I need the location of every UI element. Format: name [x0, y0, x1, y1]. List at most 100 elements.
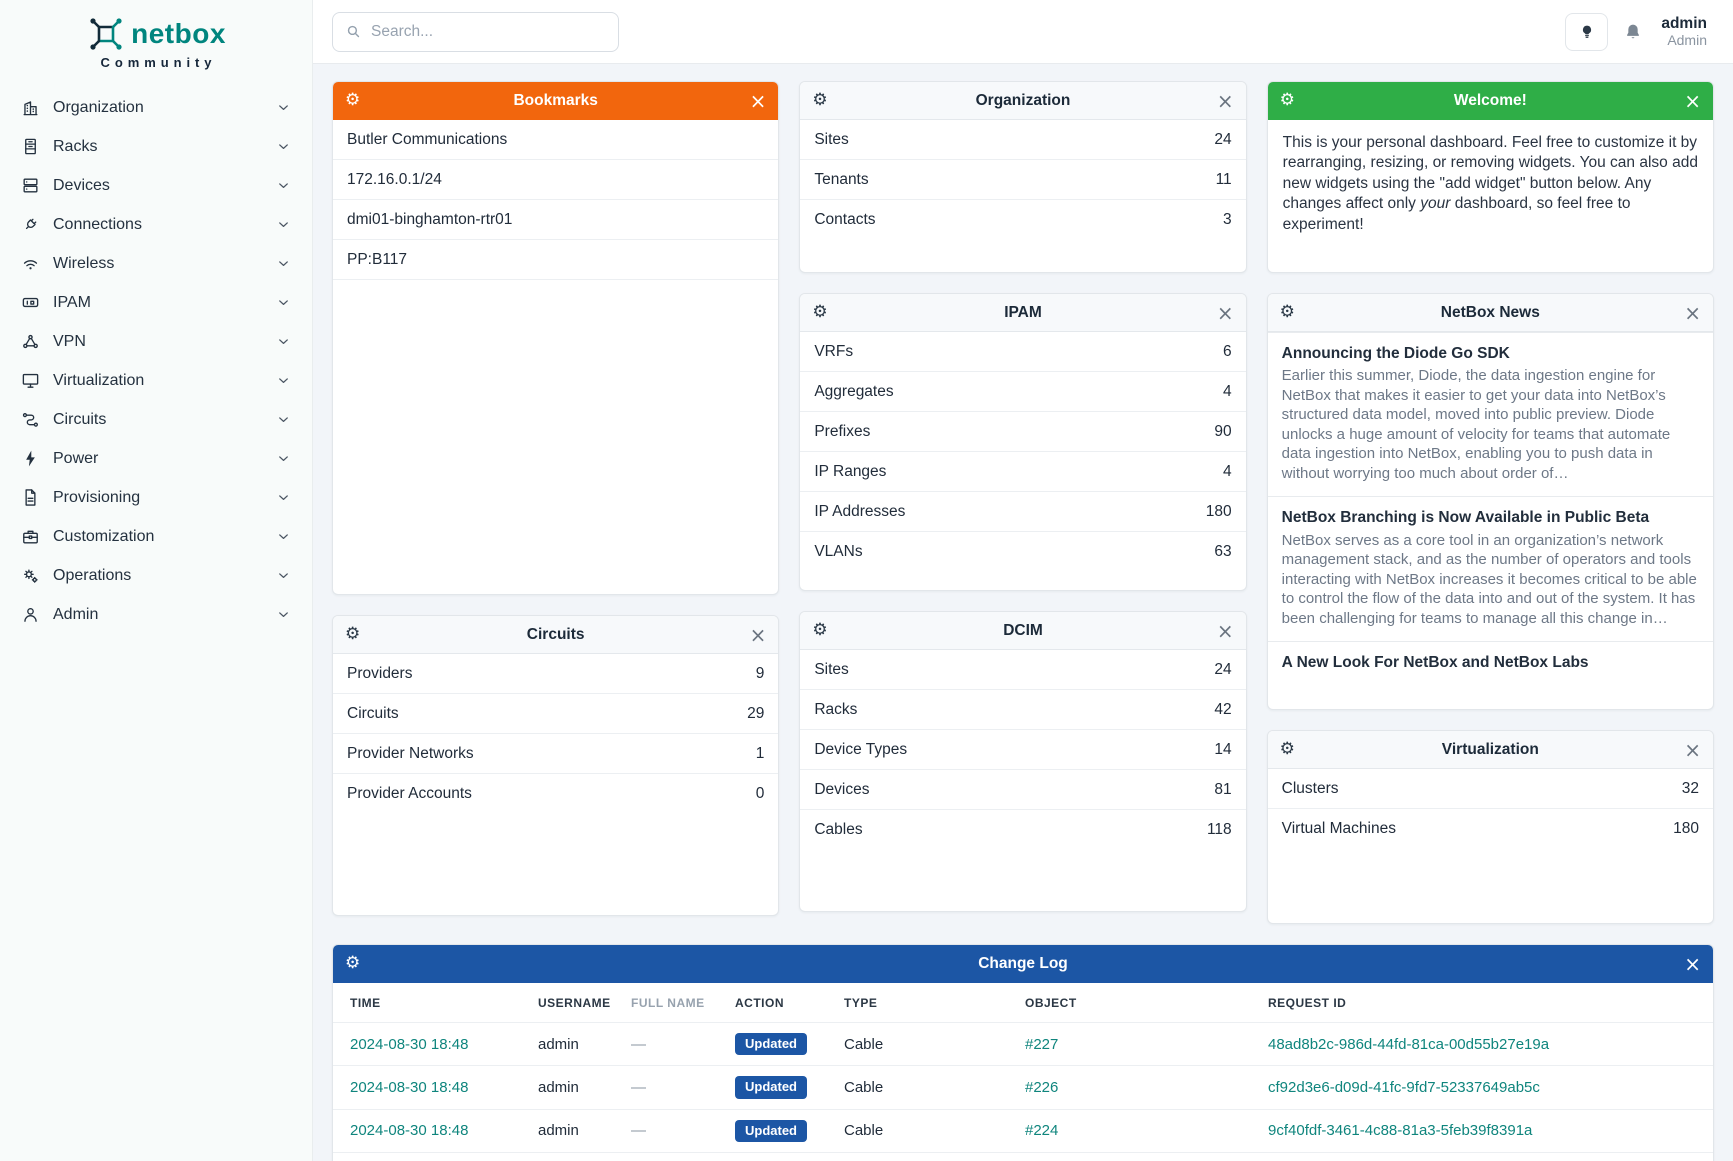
sidebar-item-admin[interactable]: Admin [0, 595, 312, 634]
stat-row[interactable]: VLANs 63 [814, 543, 1232, 560]
notifications-bell-icon[interactable] [1623, 22, 1643, 42]
chevron-down-icon [276, 256, 291, 271]
change-time-link[interactable]: 2024-08-30 18:48 [333, 1108, 521, 1153]
widget-close-icon[interactable]: × [1684, 737, 1701, 762]
widget-settings-gear-icon[interactable]: ⚙ [345, 90, 361, 110]
sidebar-item-ipam[interactable]: IPAM [0, 283, 312, 322]
widget-title: Circuits [526, 625, 585, 643]
sidebar-item-circuits[interactable]: Circuits [0, 400, 312, 439]
wifi-icon [21, 254, 40, 273]
theme-toggle-button[interactable] [1565, 12, 1609, 51]
stat-row[interactable]: Contacts 3 [814, 211, 1232, 228]
chevron-down-icon [276, 412, 291, 427]
chevron-down-icon [276, 490, 291, 505]
stat-row[interactable]: VRFs 6 [800, 332, 1246, 372]
change-time-link[interactable]: 2024-08-30 18:48 [333, 1065, 521, 1110]
brand-logo[interactable]: netbox Community [0, 10, 312, 80]
news-item[interactable]: NetBox Branching is Now Available in Pub… [1267, 496, 1713, 641]
sidebar-item-vpn[interactable]: VPN [0, 322, 312, 361]
widget-ipam-header: ⚙ IPAM × [800, 294, 1246, 332]
widget-close-icon[interactable]: × [1684, 88, 1701, 113]
column-header-type[interactable]: Type [844, 996, 878, 1010]
column-header-action[interactable]: Action [735, 996, 784, 1010]
sidebar-item-wireless[interactable]: Wireless [0, 244, 312, 283]
bookmark-item[interactable]: PP:B117 [333, 240, 779, 280]
widget-close-icon[interactable]: × [749, 622, 767, 647]
widget-close-icon[interactable]: × [1216, 88, 1234, 113]
stat-row[interactable]: Circuits 29 [333, 694, 779, 734]
sidebar-item-label: Customization [53, 527, 155, 545]
stat-row[interactable]: Devices 81 [800, 770, 1246, 810]
stat-row[interactable]: Sites 24 [800, 650, 1246, 690]
change-object-link[interactable]: #226 [1008, 1065, 1251, 1110]
widget-close-icon[interactable]: × [749, 88, 767, 113]
news-item[interactable]: A New Look For NetBox and NetBox Labs [1267, 641, 1713, 685]
widget-close-icon[interactable]: × [1216, 618, 1234, 643]
change-request-id-link[interactable]: 9cf40fdf-3461-4c88-81a3-5feb39f8391a [1251, 1108, 1713, 1153]
change-request-id-link[interactable]: 7a2c4c3c-aac9-47f3-8966-f89391c997c3 [1251, 1151, 1713, 1161]
sidebar-item-power[interactable]: Power [0, 439, 312, 478]
change-full-name: — [614, 1021, 718, 1066]
widget-settings-gear-icon[interactable]: ⚙ [345, 953, 361, 973]
widget-close-icon[interactable]: × [1684, 300, 1701, 325]
stat-row[interactable]: Provider Accounts 0 [347, 785, 765, 802]
plug-icon [21, 215, 40, 234]
change-request-id-link[interactable]: 48ad8b2c-986d-44fd-81ca-00d55b27e19a [1251, 1021, 1713, 1066]
stat-row[interactable]: Provider Networks 1 [333, 734, 779, 774]
column-header-request-id: Request ID [1268, 996, 1347, 1010]
news-item[interactable]: Announcing the Diode Go SDK Earlier this… [1267, 332, 1713, 496]
stat-row[interactable]: Sites 24 [800, 120, 1246, 160]
change-request-id-link[interactable]: cf92d3e6-d09d-41fc-9fd7-52337649ab5c [1251, 1065, 1713, 1110]
column-header-username[interactable]: Username [538, 996, 611, 1010]
widget-settings-gear-icon[interactable]: ⚙ [345, 624, 361, 644]
stat-row[interactable]: Virtual Machines 180 [1281, 820, 1699, 837]
sidebar-item-operations[interactable]: Operations [0, 556, 312, 595]
network-nodes-icon [21, 332, 40, 351]
stat-row[interactable]: Racks 42 [800, 690, 1246, 730]
sidebar-item-provisioning[interactable]: Provisioning [0, 478, 312, 517]
change-username: admin [521, 1021, 614, 1066]
widget-settings-gear-icon[interactable]: ⚙ [812, 620, 828, 640]
action-badge: Updated [735, 1119, 807, 1142]
sidebar-item-devices[interactable]: Devices [0, 166, 312, 205]
sidebar-item-customization[interactable]: Customization [0, 517, 312, 556]
change-time-link[interactable]: 2024-08-30 18:47 [333, 1151, 521, 1161]
change-time-link[interactable]: 2024-08-30 18:48 [333, 1021, 521, 1066]
stat-row[interactable]: Providers 9 [333, 654, 779, 694]
stat-row[interactable]: Aggregates 4 [800, 372, 1246, 412]
stat-row[interactable]: Prefixes 90 [800, 412, 1246, 452]
widget-settings-gear-icon[interactable]: ⚙ [812, 302, 828, 322]
sidebar-item-organization[interactable]: Organization [0, 88, 312, 127]
bookmark-item[interactable]: 172.16.0.1/24 [333, 160, 779, 200]
widget-close-icon[interactable]: × [1216, 300, 1234, 325]
stat-row[interactable]: IP Ranges 4 [800, 452, 1246, 492]
search-input[interactable] [371, 22, 606, 41]
sidebar-item-virtualization[interactable]: Virtualization [0, 361, 312, 400]
chevron-down-icon [276, 100, 291, 115]
account-icon [21, 605, 40, 624]
widget-settings-gear-icon[interactable]: ⚙ [1279, 90, 1295, 110]
sidebar-item-racks[interactable]: Racks [0, 127, 312, 166]
widget-organization-header: ⚙ Organization × [800, 82, 1246, 120]
widget-close-icon[interactable]: × [1684, 951, 1701, 976]
column-header-time[interactable]: Time [350, 996, 381, 1010]
sidebar-item-label: VPN [53, 332, 86, 350]
stat-row[interactable]: Cables 118 [814, 821, 1232, 838]
sidebar-item-label: Operations [53, 566, 132, 584]
change-object-link[interactable]: #227 [1008, 1021, 1251, 1066]
user-menu[interactable]: admin Admin [1661, 15, 1707, 49]
change-object-link[interactable]: #224 [1008, 1151, 1251, 1161]
stat-row[interactable]: Clusters 32 [1267, 769, 1713, 809]
stat-row[interactable]: IP Addresses 180 [800, 492, 1246, 532]
stat-row[interactable]: Device Types 14 [800, 730, 1246, 770]
bookmark-item[interactable]: Butler Communications [333, 120, 779, 160]
widget-settings-gear-icon[interactable]: ⚙ [812, 90, 828, 110]
sidebar-item-connections[interactable]: Connections [0, 205, 312, 244]
widget-settings-gear-icon[interactable]: ⚙ [1279, 739, 1295, 759]
document-icon [21, 488, 40, 507]
widget-settings-gear-icon[interactable]: ⚙ [1279, 302, 1295, 322]
stat-row[interactable]: Tenants 11 [800, 160, 1246, 200]
bookmark-item[interactable]: dmi01-binghamton-rtr01 [333, 200, 779, 240]
column-header-object[interactable]: Object [1025, 996, 1077, 1010]
change-object-link[interactable]: #224 [1008, 1108, 1251, 1153]
